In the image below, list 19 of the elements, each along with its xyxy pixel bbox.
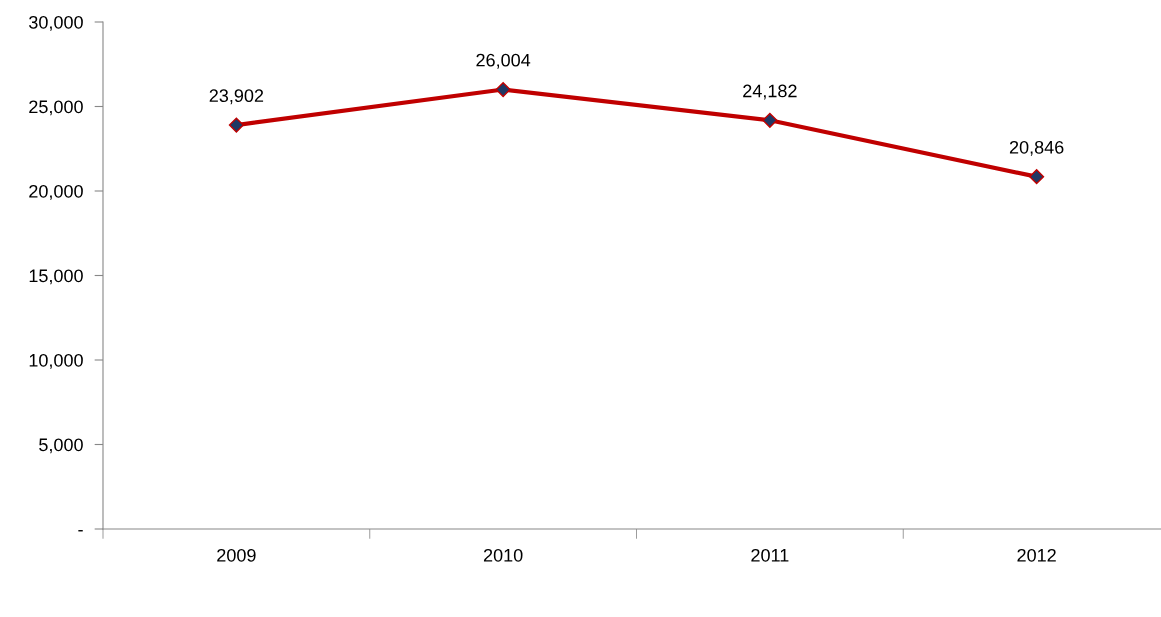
y-tick-label: 30,000 [29,15,83,31]
x-tick-label: 2011 [751,548,789,562]
y-tick-label: 10,000 [29,353,83,369]
x-tick-label: 2010 [483,548,523,562]
point [1029,169,1045,185]
text: 24,182 [743,84,797,100]
text: 23,902 [209,89,264,105]
x-tick-label: 2009 [217,548,256,562]
y-tick-label: - [78,530,83,532]
x-tick-label: 2012 [1017,548,1056,562]
point [495,81,511,98]
point [762,112,778,128]
text: 20,846 [1009,140,1064,156]
text: 26,004 [476,53,531,69]
y-tick-label: 25,000 [29,100,83,116]
point [228,117,244,133]
y-tick-label: 5,000 [39,438,83,454]
y-tick-label: 15,000 [29,269,83,285]
y-tick-label: 20,000 [29,184,83,200]
